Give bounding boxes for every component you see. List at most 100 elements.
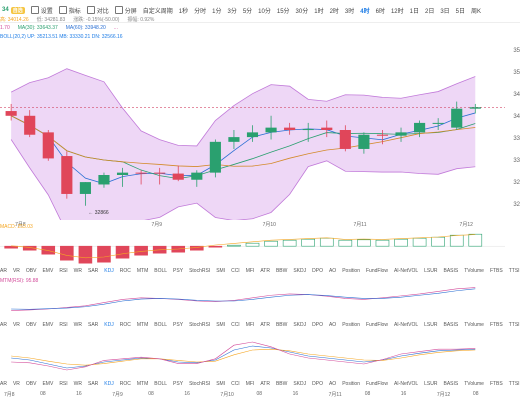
candle[interactable] (24, 115, 36, 135)
indicator-tab-obv[interactable]: OBV (25, 381, 37, 387)
period-tab-3[interactable]: 3分 (227, 8, 237, 15)
indicator-tab-lsur[interactable]: LSUR (424, 268, 438, 274)
indicator-tab-psy[interactable]: PSY (173, 322, 184, 328)
indicator-tab-wr[interactable]: WR (73, 381, 82, 387)
indicator-tab-boll[interactable]: BOLL (154, 322, 168, 328)
indicator-tab-stochrsi[interactable]: StochRSI (189, 268, 211, 274)
candle[interactable] (135, 172, 147, 174)
indicator-tab-basis[interactable]: BASIS (443, 322, 459, 328)
indicator-tab-ai-netvol[interactable]: AI-NetVOL (393, 268, 419, 274)
candle[interactable] (116, 172, 129, 175)
indicator-tab-sar[interactable]: SAR (88, 268, 99, 274)
indicator-tab-atr[interactable]: ATR (260, 381, 270, 387)
indicator-tab-tvolume[interactable]: TVolume (464, 381, 484, 387)
indicator-tab-sar[interactable]: SAR (88, 381, 99, 387)
indicator-tab-ao[interactable]: AO (328, 381, 337, 387)
compare-button[interactable]: 对比 (86, 6, 109, 15)
period-tab-9[interactable]: 2时 (329, 8, 339, 15)
indicator-tab-boll[interactable]: BOLL (154, 381, 168, 387)
candle[interactable] (61, 156, 73, 194)
indicator-tab-stochrsi[interactable]: StochRSI (189, 381, 211, 387)
indicator-tab-tvolume[interactable]: TVolume (464, 268, 484, 274)
period-tab-2[interactable]: 1分 (212, 8, 222, 15)
indicator-tab-ftbs[interactable]: FTBS (489, 322, 503, 328)
indicator-tab-position[interactable]: Position (342, 381, 360, 387)
indicator-tab-ar[interactable]: AR (0, 322, 7, 328)
candle[interactable] (98, 175, 110, 185)
period-tab-1[interactable]: 分时 (194, 8, 207, 15)
indicator-tab-ftbs[interactable]: FTBS (489, 268, 503, 274)
candlestick-chart[interactable]: ← 32866 (0, 40, 505, 220)
indicator-tab-ttsi[interactable]: TTSI (508, 322, 520, 328)
candle[interactable] (321, 127, 333, 130)
indicator-tab-fundflow[interactable]: FundFlow (366, 322, 388, 328)
indicator-tab-obv[interactable]: OBV (25, 322, 37, 328)
candle[interactable] (79, 182, 91, 194)
period-tab-5[interactable]: 10分 (258, 8, 271, 15)
candle[interactable] (209, 141, 221, 173)
indicator-tab-bbw[interactable]: BBW (275, 268, 288, 274)
indicator-tab-tvolume[interactable]: TVolume (464, 322, 484, 328)
indicator-tab-kdj[interactable]: KDJ (104, 322, 114, 328)
indicator-tab-psy[interactable]: PSY (173, 381, 184, 387)
indicator-tab-dpo[interactable]: DPO (312, 381, 323, 387)
indicator-tab-rsi[interactable]: RSI (59, 381, 68, 387)
indicator-tab-ttsi[interactable]: TTSI (508, 268, 520, 274)
indicator-tab-cci[interactable]: CCI (231, 381, 240, 387)
indicator-tab-ao[interactable]: AO (328, 268, 337, 274)
period-tab-4[interactable]: 5分 (242, 8, 253, 15)
indicator-tab-dpo[interactable]: DPO (312, 322, 323, 328)
indicator-tab-emv[interactable]: EMV (42, 322, 54, 328)
candle[interactable] (265, 127, 277, 133)
indicator-tab-ao[interactable]: AO (328, 322, 337, 328)
indicator-tab-kdj[interactable]: KDJ (104, 381, 114, 387)
indicator-tab-basis[interactable]: BASIS (443, 381, 459, 387)
indicator-tab-mfi[interactable]: MFI (245, 322, 255, 328)
indicator-tab-psy[interactable]: PSY (173, 268, 184, 274)
macd-chart[interactable] (0, 230, 505, 266)
period-tab-8[interactable]: 1时 (314, 8, 324, 15)
indicator-tab-dpo[interactable]: DPO (312, 268, 323, 274)
period-tab-11[interactable]: 4时 (360, 8, 370, 15)
indicator-tab-skdj[interactable]: SKDJ (293, 268, 307, 274)
candle[interactable] (469, 107, 481, 109)
period-tab-17[interactable]: 5日 (455, 8, 466, 15)
indicator-tab-lsur[interactable]: LSUR (424, 322, 438, 328)
indicator-tab-sar[interactable]: SAR (88, 322, 99, 328)
candle[interactable] (358, 134, 370, 149)
candle[interactable] (432, 122, 444, 124)
candle[interactable] (228, 137, 240, 142)
indicator-tab-mtm[interactable]: MTM (136, 268, 149, 274)
period-tab-14[interactable]: 1日 (409, 8, 419, 15)
indicator-tab-ttsi[interactable]: TTSI (508, 381, 520, 387)
stoch-chart[interactable] (0, 283, 505, 317)
indicator-tab-vr[interactable]: VR (12, 322, 20, 328)
indicator-tab-atr[interactable]: ATR (260, 322, 270, 328)
indicator-button[interactable]: 指标 (58, 6, 81, 15)
indicator-tab-mfi[interactable]: MFI (245, 268, 255, 274)
indicator-tab-stochrsi[interactable]: StochRSI (189, 322, 211, 328)
custom-period-button[interactable]: 自定义周期 (142, 8, 173, 15)
watchlist-badge[interactable]: 自选 (10, 6, 25, 14)
candle[interactable] (246, 132, 259, 138)
period-tab-16[interactable]: 3日 (440, 8, 450, 15)
indicator-tab-ai-netvol[interactable]: AI-NetVOL (393, 381, 419, 387)
period-tab-13[interactable]: 12时 (390, 8, 404, 15)
indicator-tab-roc[interactable]: ROC (119, 381, 131, 387)
indicator-tab-bbw[interactable]: BBW (275, 381, 288, 387)
period-tab-7[interactable]: 30分 (295, 8, 309, 15)
indicator-tab-cci[interactable]: CCI (231, 268, 240, 274)
indicator-tab-cci[interactable]: CCI (231, 322, 240, 328)
candle[interactable] (42, 132, 54, 159)
indicator-tab-emv[interactable]: EMV (42, 381, 54, 387)
indicator-tab-boll[interactable]: BOLL (154, 268, 168, 274)
indicator-tab-emv[interactable]: EMV (42, 268, 54, 274)
indicator-tab-kdj[interactable]: KDJ (104, 268, 114, 274)
indicator-tab-skdj[interactable]: SKDJ (293, 322, 307, 328)
indicator-tab-atr[interactable]: ATR (260, 268, 270, 274)
indicator-tab-obv[interactable]: OBV (25, 268, 37, 274)
indicator-tab-position[interactable]: Position (342, 268, 360, 274)
indicator-tab-bbw[interactable]: BBW (275, 322, 288, 328)
candle[interactable] (395, 132, 407, 136)
indicator-tab-wr[interactable]: WR (73, 322, 82, 328)
